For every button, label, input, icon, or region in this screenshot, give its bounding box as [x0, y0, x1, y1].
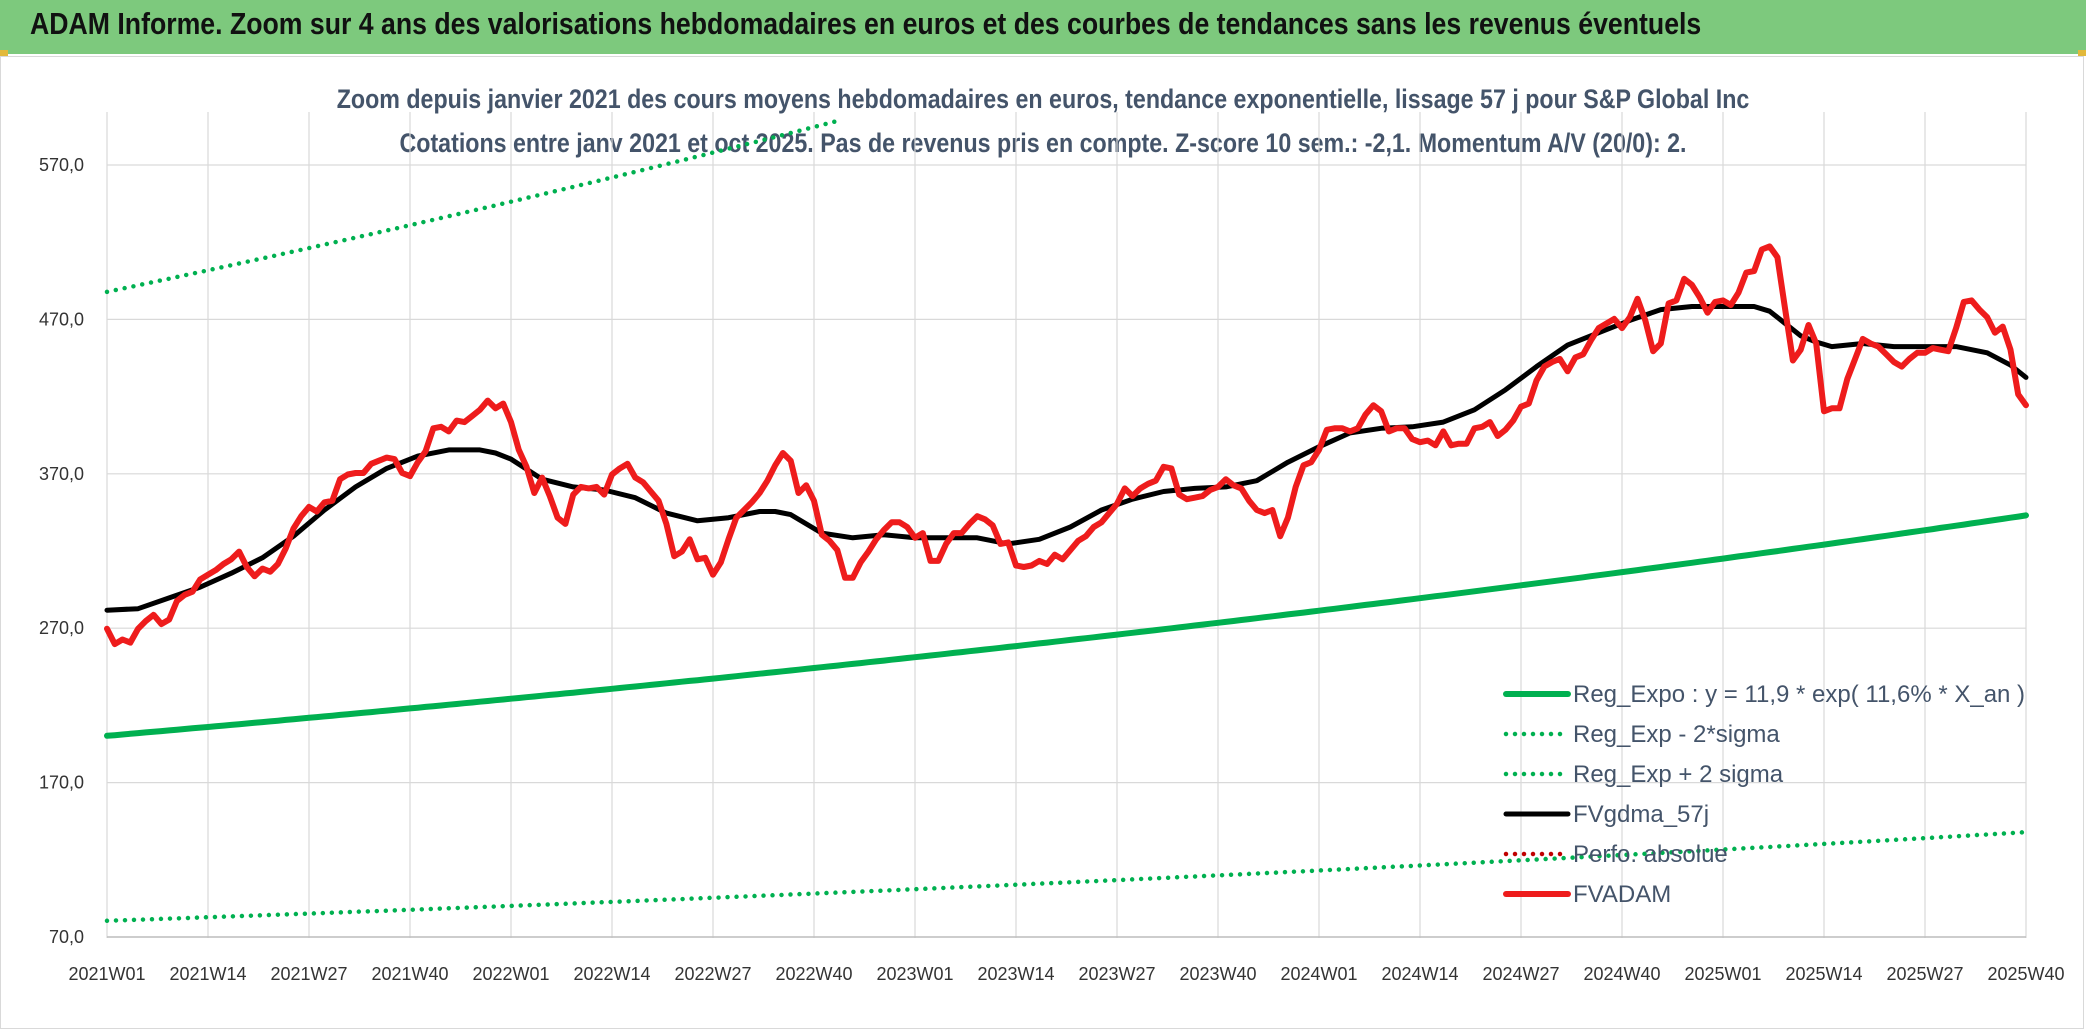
y-tick-label: 70,0: [49, 927, 84, 947]
series-reg-exp-2-sigma-line: [104, 118, 840, 295]
axes: 70,0 170,0 270,0 370,0 470,0 570,0 2021W01 2021…: [39, 155, 2065, 984]
x-tick-label: 2025W01: [1684, 964, 1761, 984]
x-tick-label: 2024W27: [1482, 964, 1559, 984]
x-tick-label: 2024W40: [1583, 964, 1660, 984]
x-tick-label: 2022W14: [573, 964, 650, 984]
y-tick-label: 470,0: [39, 309, 84, 329]
legend-label: Reg_Expo : y = 11,9 * exp( 11,6% * X_an …: [1573, 681, 2025, 708]
x-tick-label: 2025W27: [1886, 964, 1963, 984]
banner: [0, 0, 2086, 54]
series-fvadam-line: [104, 243, 2029, 648]
legend-label: Reg_Exp + 2 sigma: [1573, 761, 1784, 788]
x-tick-label: 2024W14: [1381, 964, 1458, 984]
y-tick-label: 270,0: [39, 618, 84, 638]
chart-subtitle: Cotations entre janv 2021 et oct 2025. P…: [399, 128, 1687, 158]
x-tick-label: 2021W01: [68, 964, 145, 984]
series-reg-expo-y-11-9-exp-11-6-x-an-line: [104, 512, 2029, 739]
series-lines: [104, 118, 2029, 924]
chart-title: Zoom depuis janvier 2021 des cours moyen…: [336, 84, 1750, 114]
x-tick-label: 2022W40: [775, 964, 852, 984]
y-tick-label: 570,0: [39, 155, 84, 175]
x-tick-label: 2023W27: [1078, 964, 1155, 984]
legend-label: Reg_Exp - 2*sigma: [1573, 721, 1780, 748]
x-tick-label: 2023W01: [876, 964, 953, 984]
x-tick-label: 2025W14: [1785, 964, 1862, 984]
banner-title: ADAM Informe. Zoom sur 4 ans des valoris…: [30, 6, 1702, 41]
x-tick-label: 2023W14: [977, 964, 1054, 984]
chart-frame: [0, 56, 2084, 1029]
x-tick-label: 2025W40: [1987, 964, 2064, 984]
legend: Reg_Expo : y = 11,9 * exp( 11,6% * X_an …: [1503, 681, 2025, 908]
series-fvgdma-57j-line: [104, 304, 2029, 613]
legend-label: FVADAM: [1573, 881, 1671, 908]
legend-label: Perfo. absolue: [1573, 841, 1728, 868]
x-tick-label: 2022W27: [674, 964, 751, 984]
x-tick-label: 2024W01: [1280, 964, 1357, 984]
y-tick-label: 170,0: [39, 773, 84, 793]
x-tick-label: 2022W01: [472, 964, 549, 984]
series-reg-exp-2-sigma-line: [104, 829, 2029, 924]
x-tick-label: 2021W27: [270, 964, 347, 984]
x-tick-label: 2021W40: [371, 964, 448, 984]
grid-lines: [106, 112, 2027, 938]
y-tick-label: 370,0: [39, 464, 84, 484]
x-tick-label: 2021W14: [169, 964, 246, 984]
legend-label: FVgdma_57j: [1573, 801, 1709, 828]
banner-accent-left: [0, 50, 8, 56]
banner-accent-right: [2078, 50, 2086, 56]
x-tick-label: 2023W40: [1179, 964, 1256, 984]
